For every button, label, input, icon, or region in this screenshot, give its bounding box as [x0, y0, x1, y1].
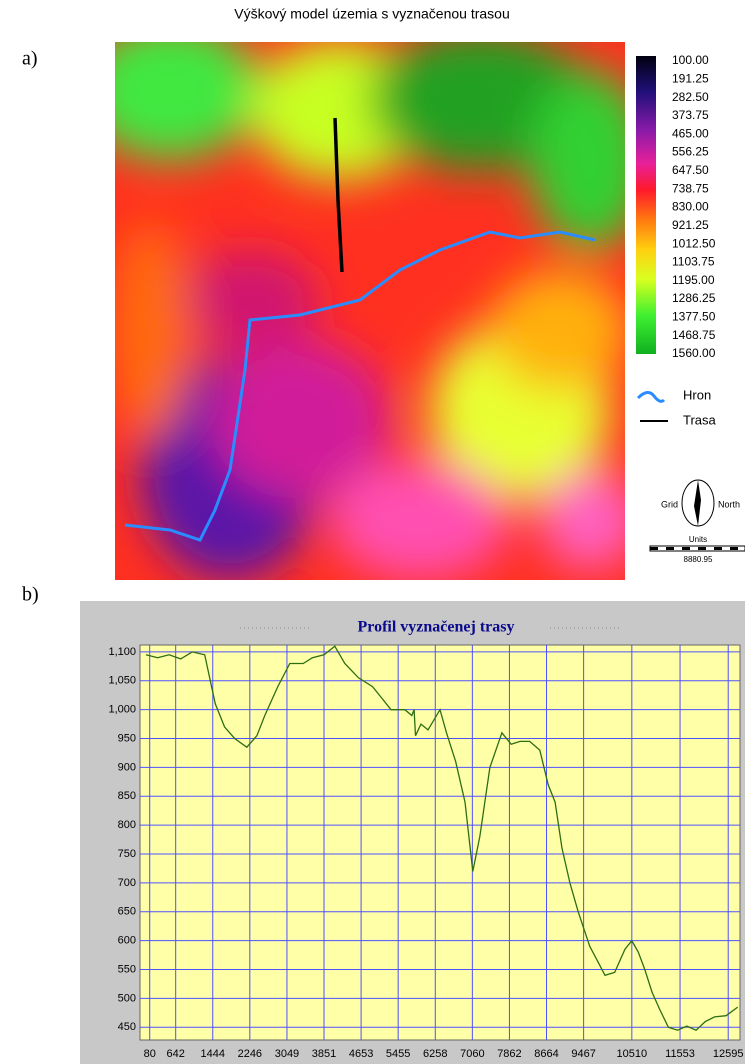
y-tick-label: 1,000 — [108, 704, 136, 716]
color-bar-label: 373.75 — [672, 108, 709, 122]
color-bar-label: 556.25 — [672, 145, 709, 159]
color-bar — [636, 56, 656, 354]
color-bar-label: 738.75 — [672, 181, 709, 195]
color-bar-label: 282.50 — [672, 90, 709, 104]
color-bar-label: 465.00 — [672, 126, 709, 140]
color-bar-label: 191.25 — [672, 71, 709, 85]
x-tick-label: 8664 — [534, 1048, 558, 1060]
x-tick-label: 2246 — [238, 1048, 262, 1060]
y-tick-label: 950 — [118, 732, 136, 744]
legend-label: Trasa — [683, 412, 717, 427]
north-arrow — [694, 480, 701, 526]
x-tick-label: 3049 — [275, 1048, 299, 1060]
color-bar-label: 1195.00 — [672, 273, 715, 287]
route-trasa — [333, 117, 344, 273]
color-bar-label: 921.25 — [672, 218, 709, 232]
y-tick-label: 1,100 — [108, 646, 136, 658]
scale-value: 8880.95 — [684, 555, 713, 564]
plot: 450 500 550 600 650 700 750 800 850 900 950 1,000 1,… — [108, 645, 744, 1060]
north-label: North — [718, 499, 740, 509]
x-tick-label: 6258 — [423, 1048, 447, 1060]
legend-label: Hron — [683, 387, 711, 402]
color-bar-label: 1377.50 — [672, 310, 716, 324]
y-tick-label: 850 — [118, 790, 136, 802]
color-bar-label: 1560.00 — [672, 346, 716, 360]
y-tick-label: 800 — [118, 819, 136, 831]
panel-label: a) — [22, 48, 38, 70]
y-tick-label: 500 — [118, 992, 136, 1004]
x-tick-label: 1444 — [201, 1048, 225, 1060]
elevation-map — [115, 42, 625, 580]
chart-title: Profil vyznačenej trasy — [358, 619, 515, 636]
legend-swatch — [636, 391, 666, 403]
panel-label: b) — [22, 584, 39, 606]
color-bar-label: 100.00 — [672, 53, 709, 67]
x-tick-label: 4653 — [349, 1048, 373, 1060]
y-tick-label: 650 — [118, 906, 136, 918]
y-tick-label: 550 — [118, 963, 136, 975]
x-tick-label: 10510 — [617, 1048, 648, 1060]
x-tick-label: 11553 — [665, 1048, 695, 1060]
x-tick-label: 3851 — [312, 1048, 336, 1060]
x-tick-label: 80 — [144, 1048, 156, 1060]
color-bar-label: 830.00 — [672, 200, 709, 214]
color-bar-label: 1103.75 — [672, 255, 715, 269]
y-tick-label: 600 — [118, 935, 136, 947]
plot-area — [139, 644, 741, 1041]
color-bar-label: 647.50 — [672, 163, 709, 177]
scale-unit: Units — [689, 535, 707, 544]
y-tick-label: 750 — [118, 848, 136, 860]
color-bar-label: 1468.75 — [672, 328, 716, 342]
y-tick-label: 450 — [118, 1021, 136, 1033]
north-label: Grid — [661, 499, 678, 509]
y-tick-label: 1,050 — [108, 675, 136, 687]
x-tick-label: 9467 — [571, 1048, 595, 1060]
color-bar-label: 1286.25 — [672, 291, 716, 305]
x-tick-label: 12595 — [713, 1048, 744, 1060]
profile-line — [145, 645, 739, 1031]
x-tick-label: 7060 — [460, 1048, 484, 1060]
x-tick-label: 7862 — [497, 1048, 521, 1060]
x-tick-label: 5455 — [386, 1048, 410, 1060]
river-hron — [124, 230, 596, 542]
color-bar-label: 1012.50 — [672, 236, 716, 250]
y-tick-label: 900 — [118, 761, 136, 773]
color-bar-labels: 100.00 191.25 282.50 373.75 465.00 556.25 647.… — [672, 53, 716, 360]
x-tick-label: 642 — [167, 1048, 185, 1060]
map-title: Výškový model územia s vyznačenou trasou — [234, 6, 509, 22]
y-tick-label: 700 — [118, 877, 136, 889]
